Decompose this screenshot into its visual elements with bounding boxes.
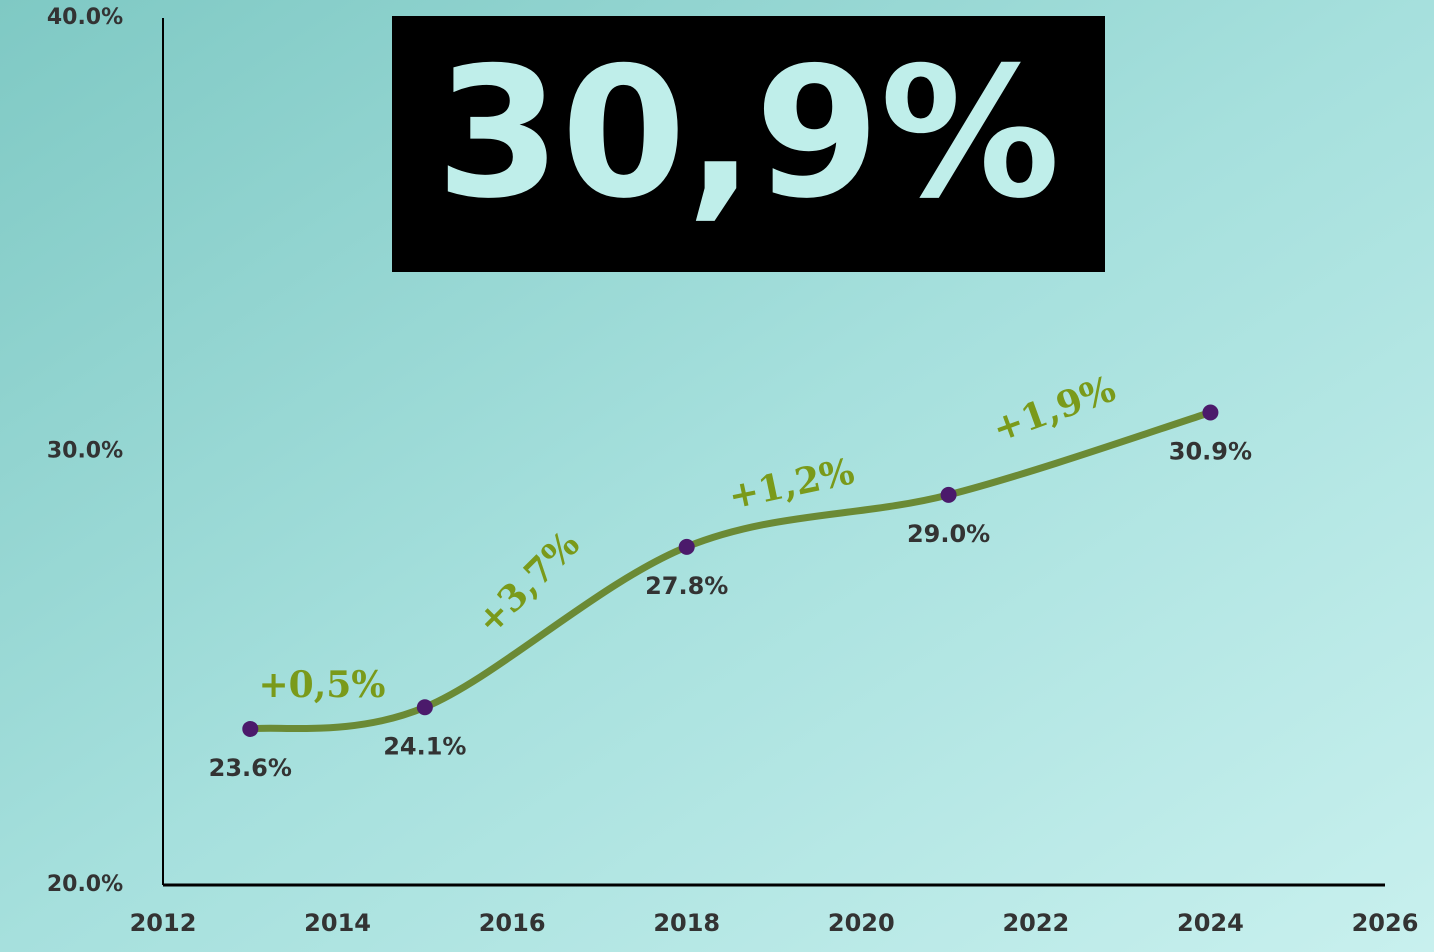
point (1202, 404, 1219, 421)
value-label: 23.6% (209, 754, 292, 782)
point (940, 486, 957, 503)
point (242, 720, 259, 737)
y-tick-label: 20.0% (47, 872, 123, 897)
point (678, 538, 695, 555)
point (416, 699, 433, 716)
x-tick-label: 2018 (653, 909, 720, 937)
value-label: 30.9% (1169, 437, 1252, 465)
x-tick-label: 2020 (828, 909, 895, 937)
x-tick-label: 2026 (1352, 909, 1419, 937)
y-tick-label: 40.0% (47, 5, 123, 30)
x-tick-label: 2012 (130, 909, 197, 937)
x-tick-label: 2014 (304, 909, 371, 937)
value-label: 24.1% (383, 732, 466, 760)
y-tick-label: 30.0% (47, 439, 123, 464)
value-label: 27.8% (645, 572, 728, 600)
change-annotation: +0,5% (258, 664, 385, 706)
x-tick-label: 2022 (1002, 909, 1069, 937)
headline-box (392, 16, 1105, 272)
value-label: 29.0% (907, 520, 990, 548)
headline: 30,9% (436, 29, 1060, 238)
x-tick-label: 2024 (1177, 909, 1244, 937)
x-tick-label: 2016 (479, 909, 546, 937)
